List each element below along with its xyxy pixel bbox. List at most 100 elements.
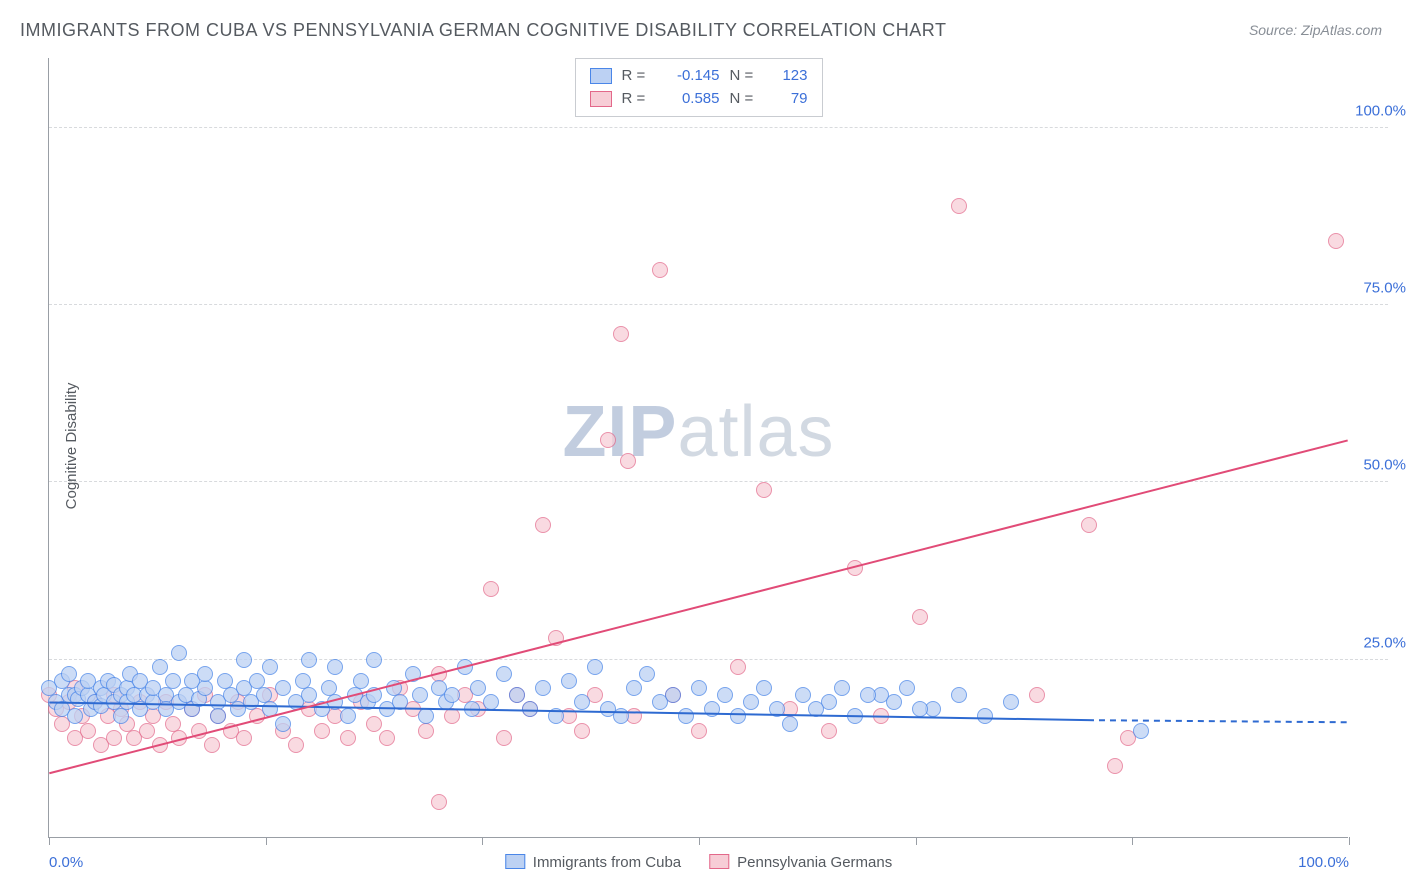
scatter-point-cuba bbox=[496, 666, 512, 682]
scatter-point-penn bbox=[236, 730, 252, 746]
scatter-point-cuba bbox=[327, 694, 343, 710]
y-tick-label: 25.0% bbox=[1363, 634, 1406, 651]
scatter-point-cuba bbox=[301, 687, 317, 703]
scatter-point-cuba bbox=[912, 701, 928, 717]
legend-swatch-penn bbox=[590, 91, 612, 107]
scatter-point-cuba bbox=[236, 652, 252, 668]
scatter-point-penn bbox=[847, 560, 863, 576]
scatter-point-cuba bbox=[275, 680, 291, 696]
scatter-point-cuba bbox=[587, 659, 603, 675]
scatter-point-cuba bbox=[782, 716, 798, 732]
scatter-point-penn bbox=[652, 262, 668, 278]
scatter-point-cuba bbox=[769, 701, 785, 717]
legend-n-label: N = bbox=[730, 65, 758, 88]
scatter-point-penn bbox=[204, 737, 220, 753]
scatter-point-cuba bbox=[561, 673, 577, 689]
scatter-point-cuba bbox=[691, 680, 707, 696]
scatter-point-cuba bbox=[743, 694, 759, 710]
legend-n-value-cuba: 123 bbox=[768, 65, 808, 88]
scatter-point-cuba bbox=[548, 708, 564, 724]
scatter-point-cuba bbox=[444, 687, 460, 703]
scatter-point-penn bbox=[1107, 758, 1123, 774]
plot-area: ZIPatlas R = -0.145 N = 123 R = 0.585 N … bbox=[48, 58, 1348, 838]
scatter-point-cuba bbox=[860, 687, 876, 703]
scatter-point-cuba bbox=[522, 701, 538, 717]
gridline-h bbox=[49, 481, 1388, 482]
trendline-cuba-extrapolated bbox=[1088, 720, 1348, 722]
scatter-point-cuba bbox=[392, 694, 408, 710]
scatter-point-cuba bbox=[535, 680, 551, 696]
legend-item-cuba: Immigrants from Cuba bbox=[505, 854, 681, 871]
scatter-point-penn bbox=[535, 517, 551, 533]
scatter-point-cuba bbox=[574, 694, 590, 710]
scatter-point-cuba bbox=[626, 680, 642, 696]
scatter-point-penn bbox=[600, 432, 616, 448]
scatter-point-penn bbox=[730, 659, 746, 675]
scatter-point-cuba bbox=[210, 708, 226, 724]
scatter-point-penn bbox=[418, 723, 434, 739]
trendlines-layer bbox=[49, 58, 1348, 837]
scatter-point-cuba bbox=[366, 652, 382, 668]
scatter-point-cuba bbox=[1003, 694, 1019, 710]
scatter-point-cuba bbox=[152, 659, 168, 675]
scatter-point-cuba bbox=[639, 666, 655, 682]
y-tick-label: 75.0% bbox=[1363, 280, 1406, 297]
x-tick bbox=[916, 837, 917, 845]
scatter-point-cuba bbox=[61, 666, 77, 682]
scatter-point-penn bbox=[756, 482, 772, 498]
legend-row-penn: R = 0.585 N = 79 bbox=[590, 88, 808, 111]
x-tick-label: 0.0% bbox=[49, 854, 83, 871]
scatter-point-cuba bbox=[262, 659, 278, 675]
legend-r-value-cuba: -0.145 bbox=[660, 65, 720, 88]
scatter-point-penn bbox=[691, 723, 707, 739]
scatter-point-cuba bbox=[418, 708, 434, 724]
scatter-point-penn bbox=[431, 794, 447, 810]
legend-label-cuba: Immigrants from Cuba bbox=[533, 854, 681, 871]
scatter-point-penn bbox=[620, 453, 636, 469]
scatter-point-penn bbox=[613, 326, 629, 342]
legend-swatch-cuba bbox=[590, 68, 612, 84]
x-tick bbox=[699, 837, 700, 845]
scatter-point-penn bbox=[171, 730, 187, 746]
scatter-point-cuba bbox=[301, 652, 317, 668]
scatter-point-cuba bbox=[886, 694, 902, 710]
legend-r-label: R = bbox=[622, 88, 650, 111]
y-tick-label: 100.0% bbox=[1355, 102, 1406, 119]
legend-label-penn: Pennsylvania Germans bbox=[737, 854, 892, 871]
scatter-point-penn bbox=[314, 723, 330, 739]
scatter-point-cuba bbox=[899, 680, 915, 696]
scatter-point-penn bbox=[191, 723, 207, 739]
scatter-point-cuba bbox=[509, 687, 525, 703]
source-prefix: Source: bbox=[1249, 22, 1301, 38]
scatter-point-penn bbox=[912, 609, 928, 625]
scatter-point-cuba bbox=[165, 673, 181, 689]
scatter-point-cuba bbox=[795, 687, 811, 703]
scatter-point-penn bbox=[1029, 687, 1045, 703]
scatter-point-cuba bbox=[1133, 723, 1149, 739]
scatter-point-cuba bbox=[197, 680, 213, 696]
scatter-point-penn bbox=[444, 708, 460, 724]
scatter-point-cuba bbox=[366, 687, 382, 703]
scatter-point-cuba bbox=[464, 701, 480, 717]
gridline-h bbox=[49, 304, 1388, 305]
gridline-h bbox=[49, 127, 1388, 128]
scatter-point-penn bbox=[379, 730, 395, 746]
scatter-point-penn bbox=[548, 630, 564, 646]
scatter-point-penn bbox=[496, 730, 512, 746]
scatter-point-cuba bbox=[678, 708, 694, 724]
scatter-point-cuba bbox=[340, 708, 356, 724]
y-tick-label: 50.0% bbox=[1363, 457, 1406, 474]
x-tick bbox=[482, 837, 483, 845]
scatter-point-cuba bbox=[483, 694, 499, 710]
legend-row-cuba: R = -0.145 N = 123 bbox=[590, 65, 808, 88]
x-tick-label: 100.0% bbox=[1298, 854, 1349, 871]
x-tick bbox=[1349, 837, 1350, 845]
scatter-point-penn bbox=[1328, 233, 1344, 249]
scatter-point-penn bbox=[366, 716, 382, 732]
scatter-point-penn bbox=[873, 708, 889, 724]
scatter-point-cuba bbox=[327, 659, 343, 675]
legend-item-penn: Pennsylvania Germans bbox=[709, 854, 892, 871]
legend-swatch-penn-bottom bbox=[709, 854, 729, 869]
scatter-point-penn bbox=[288, 737, 304, 753]
scatter-point-penn bbox=[139, 723, 155, 739]
